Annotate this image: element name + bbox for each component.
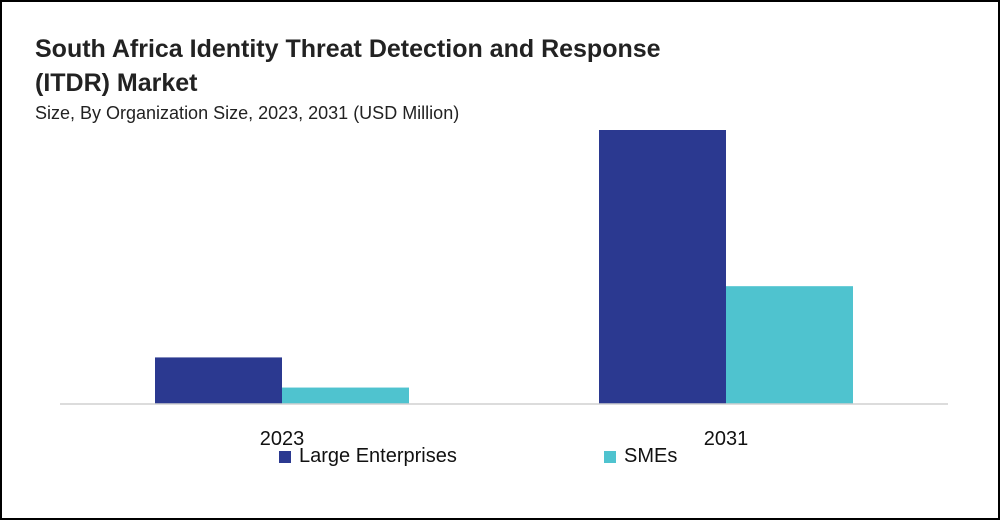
chart-title-line-1: South Africa Identity Threat Detection a… — [35, 35, 661, 63]
legend-swatch-smes — [604, 450, 616, 463]
bar-smes-2031 — [726, 286, 853, 404]
legend-item-large-enterprises: Large Enterprises — [279, 445, 457, 468]
chart-title: South Africa Identity Threat Detection a… — [35, 32, 661, 100]
bar-smes-2023 — [282, 387, 409, 404]
chart-title-line-2: (ITDR) Market — [35, 69, 198, 97]
bar-large-enterprises-2031 — [599, 130, 726, 404]
legend-label-smes: SMEs — [624, 445, 678, 467]
x-tick-label-2031: 2031 — [704, 428, 749, 450]
chart-subtitle: Size, By Organization Size, 2023, 2031 (… — [35, 103, 460, 123]
x-tick-label-2023: 2023 — [260, 428, 305, 450]
legend-label-large-enterprises: Large Enterprises — [299, 445, 457, 467]
bars-group — [155, 130, 853, 404]
legend: Large Enterprises SMEs — [2, 445, 998, 469]
legend-item-smes: SMEs — [604, 445, 677, 468]
legend-swatch-large-enterprises — [279, 450, 291, 463]
bar-large-enterprises-2023 — [155, 357, 282, 404]
